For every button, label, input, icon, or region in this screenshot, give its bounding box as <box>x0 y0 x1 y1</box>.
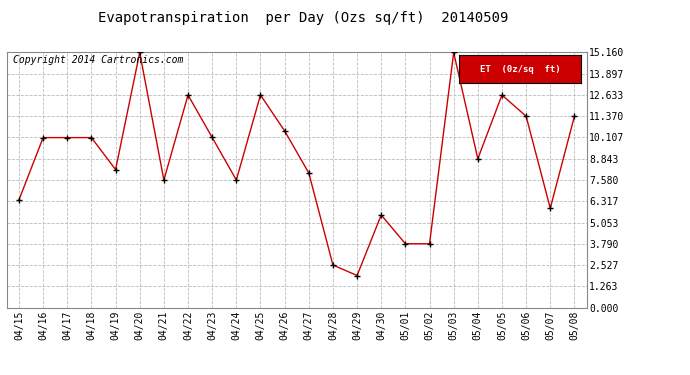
Text: Copyright 2014 Cartronics.com: Copyright 2014 Cartronics.com <box>12 55 183 65</box>
Text: Evapotranspiration  per Day (Ozs sq/ft)  20140509: Evapotranspiration per Day (Ozs sq/ft) 2… <box>99 11 509 25</box>
